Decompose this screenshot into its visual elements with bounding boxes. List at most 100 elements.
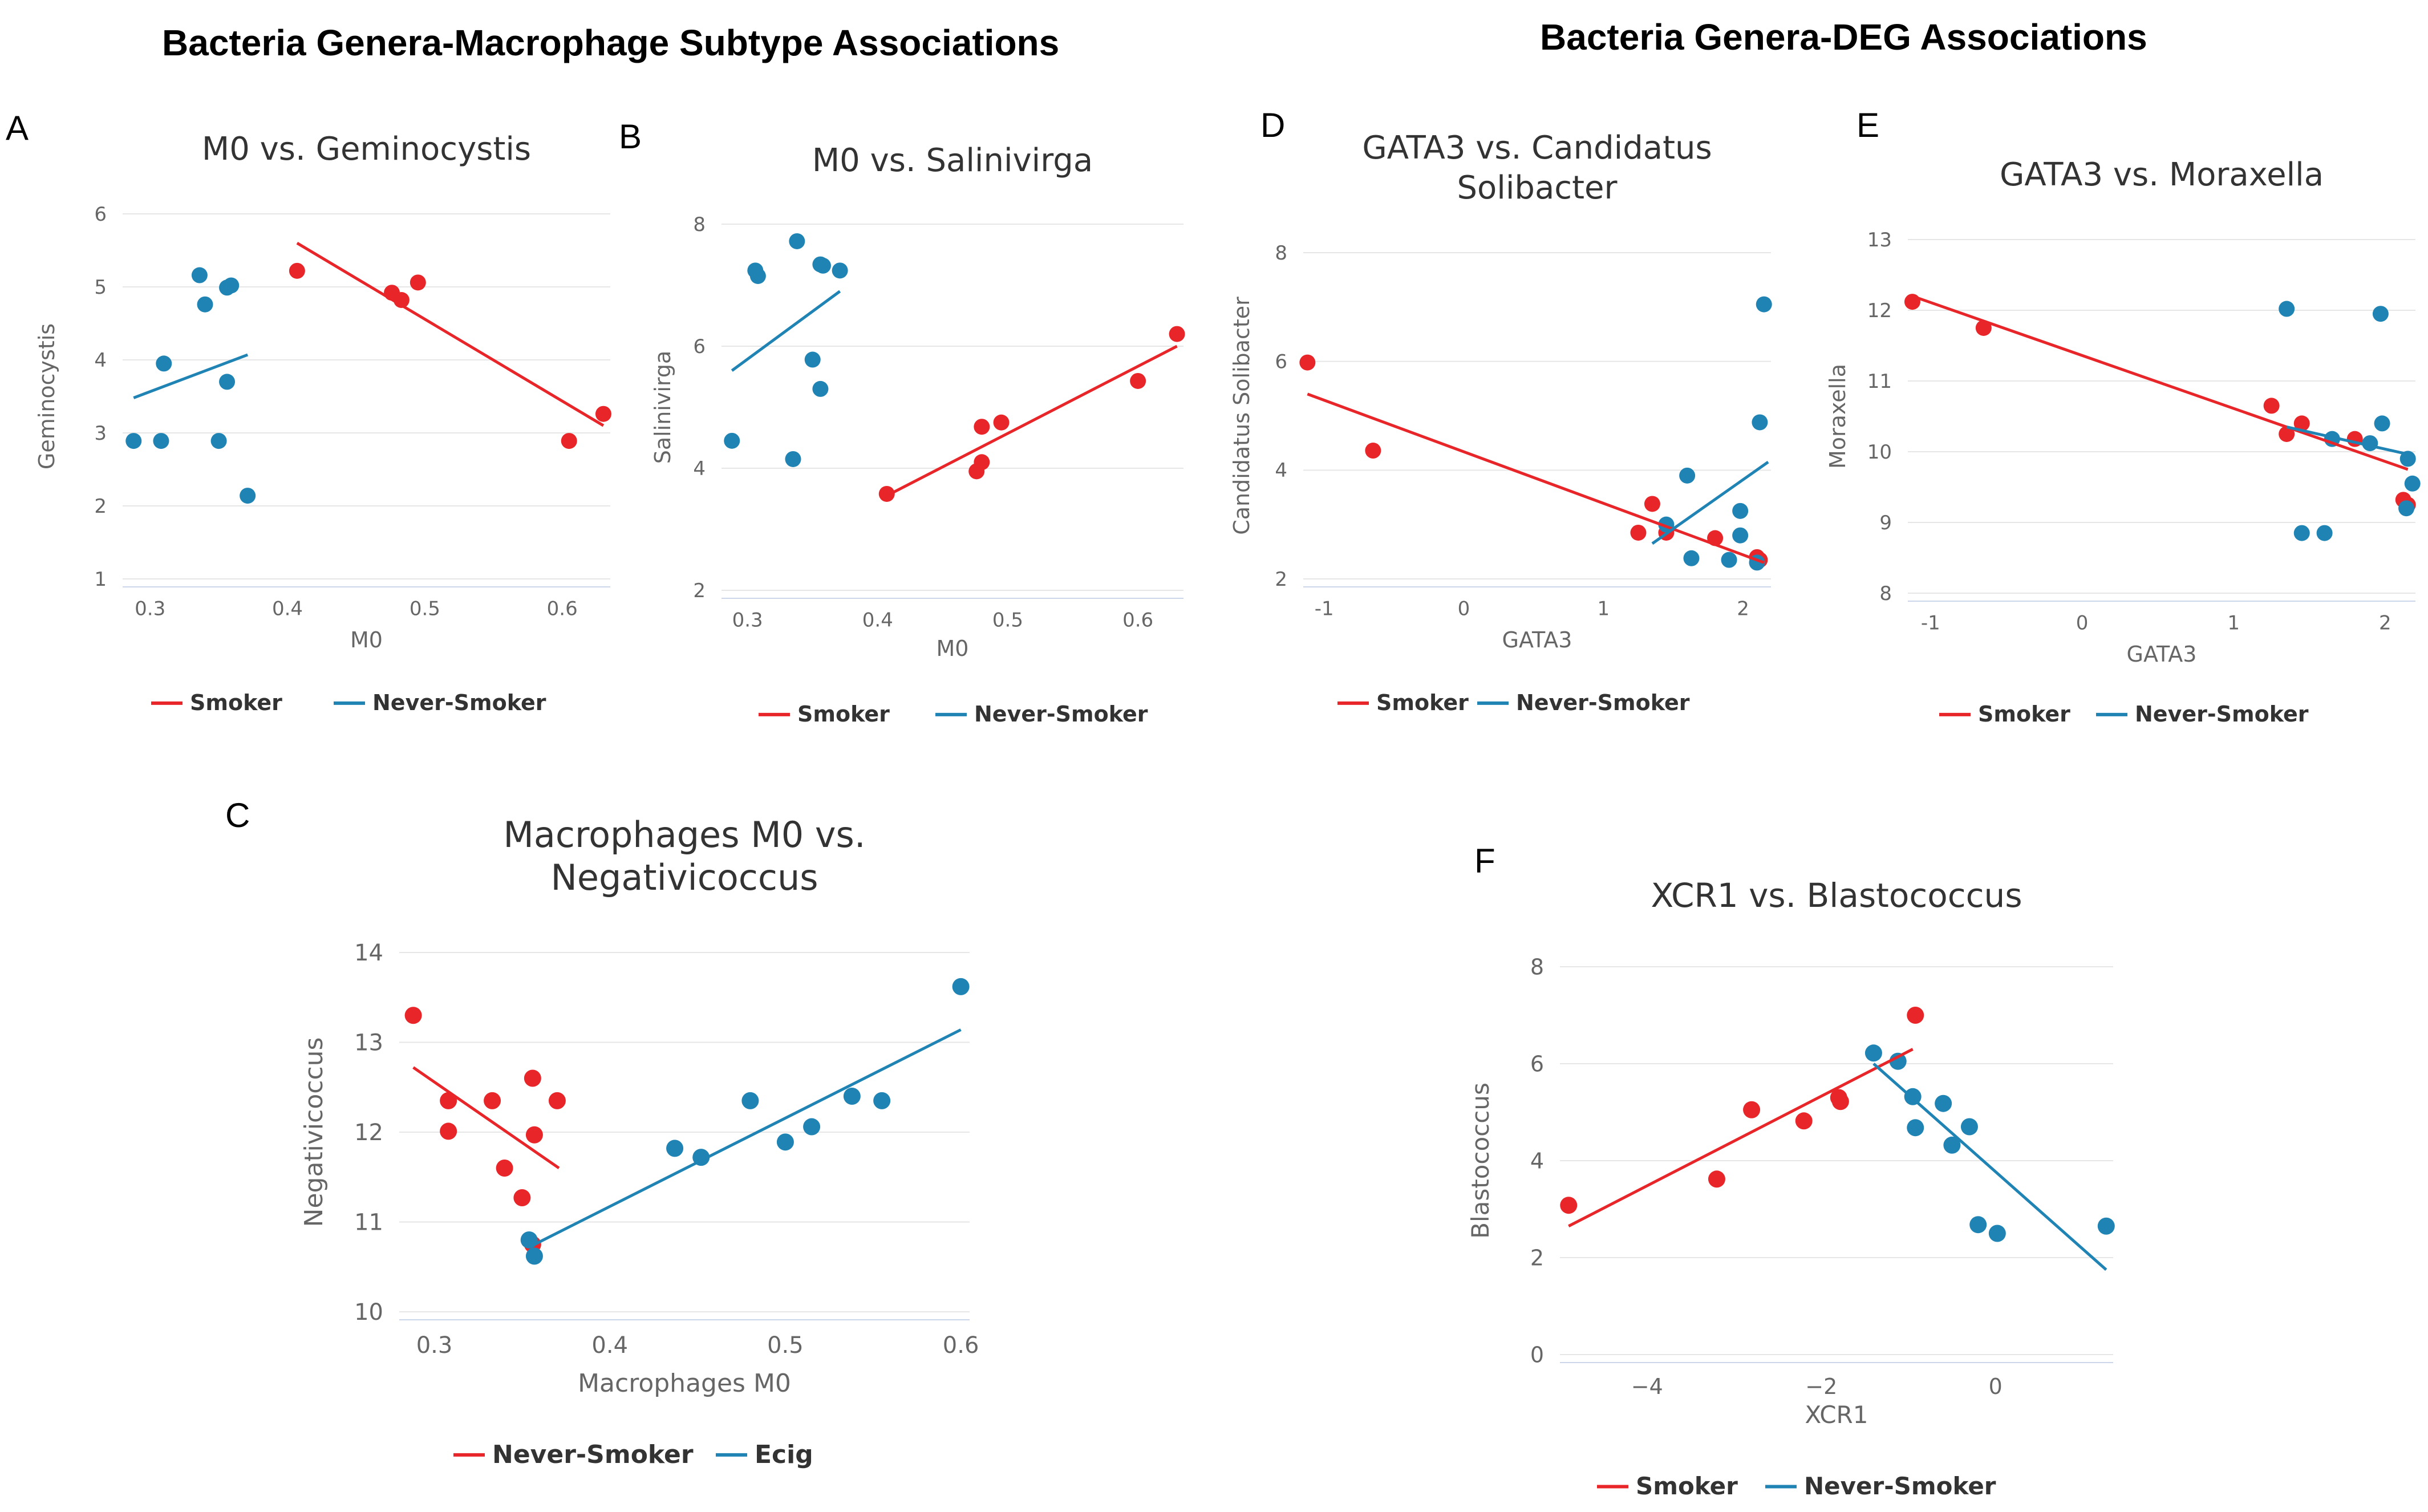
chart-f-point-blue[interactable] bbox=[1864, 1044, 1882, 1062]
chart-c-point-red[interactable] bbox=[513, 1189, 531, 1206]
chart-f-point-red[interactable] bbox=[1831, 1093, 1849, 1110]
chart-e-point-blue[interactable] bbox=[2316, 525, 2333, 541]
chart-c-point-red[interactable] bbox=[524, 1069, 541, 1087]
chart-e-point-blue[interactable] bbox=[2374, 415, 2390, 432]
chart-c-point-blue[interactable] bbox=[843, 1088, 861, 1105]
chart-f-point-red[interactable] bbox=[1560, 1197, 1578, 1214]
chart-e-point-blue[interactable] bbox=[2404, 475, 2421, 492]
chart-b-point-blue[interactable] bbox=[804, 351, 821, 368]
chart-e-point-blue[interactable] bbox=[2398, 500, 2415, 517]
chart-f-legend-label[interactable]: Smoker bbox=[1636, 1472, 1738, 1500]
chart-a-point-blue[interactable] bbox=[219, 374, 236, 390]
chart-e-xtick: 2 bbox=[2379, 611, 2391, 634]
chart-c-point-red[interactable] bbox=[404, 1007, 422, 1024]
chart-e-point-red[interactable] bbox=[2263, 398, 2280, 414]
chart-a-point-blue[interactable] bbox=[125, 433, 142, 449]
chart-b-point-red[interactable] bbox=[1169, 326, 1185, 342]
chart-c-point-blue[interactable] bbox=[803, 1118, 821, 1136]
chart-b-point-red[interactable] bbox=[993, 414, 1010, 431]
chart-d-point-blue[interactable] bbox=[1732, 527, 1749, 544]
chart-d-point-red[interactable] bbox=[1630, 524, 1647, 541]
chart-b-point-blue[interactable] bbox=[789, 233, 805, 249]
chart-d-point-red[interactable] bbox=[1365, 443, 1381, 459]
chart-c-point-blue[interactable] bbox=[525, 1247, 543, 1265]
chart-b-legend-label[interactable]: Smoker bbox=[797, 702, 890, 727]
chart-c-point-red[interactable] bbox=[484, 1092, 501, 1109]
chart-b-point-blue[interactable] bbox=[812, 380, 829, 397]
chart-d-point-red[interactable] bbox=[1299, 354, 1316, 371]
chart-f-point-blue[interactable] bbox=[1943, 1136, 1961, 1154]
chart-c-point-blue[interactable] bbox=[741, 1092, 759, 1109]
chart-f-point-blue[interactable] bbox=[1960, 1118, 1978, 1136]
chart-f-point-red[interactable] bbox=[1708, 1170, 1725, 1188]
chart-a-point-blue[interactable] bbox=[210, 433, 227, 449]
chart-d-point-blue[interactable] bbox=[1752, 414, 1768, 431]
chart-a-point-red[interactable] bbox=[595, 406, 611, 422]
chart-e-legend-label[interactable]: Smoker bbox=[1978, 702, 2070, 727]
chart-e-point-blue[interactable] bbox=[2279, 301, 2295, 317]
chart-c-legend-label[interactable]: Never-Smoker bbox=[492, 1440, 694, 1469]
chart-f-point-blue[interactable] bbox=[1889, 1052, 1907, 1070]
chart-e-point-red[interactable] bbox=[2279, 426, 2295, 442]
chart-f-point-blue[interactable] bbox=[1907, 1119, 1924, 1137]
chart-a-point-red[interactable] bbox=[561, 433, 577, 449]
chart-c-point-blue[interactable] bbox=[952, 978, 970, 995]
chart-b-point-red[interactable] bbox=[1130, 372, 1146, 389]
chart-a-legend-label[interactable]: Smoker bbox=[190, 690, 282, 715]
chart-b-point-blue[interactable] bbox=[749, 267, 766, 284]
chart-c-title: Negativicoccus bbox=[550, 857, 818, 898]
chart-c-point-blue[interactable] bbox=[776, 1133, 794, 1151]
chart-f-point-red[interactable] bbox=[1743, 1101, 1761, 1118]
chart-c-point-red[interactable] bbox=[548, 1092, 566, 1109]
chart-e-point-blue[interactable] bbox=[2372, 306, 2389, 322]
chart-c-point-red[interactable] bbox=[496, 1160, 513, 1177]
chart-f-legend-label[interactable]: Never-Smoker bbox=[1804, 1472, 1996, 1500]
chart-d-legend-label[interactable]: Smoker bbox=[1376, 690, 1469, 715]
chart-c-point-red[interactable] bbox=[440, 1092, 457, 1109]
chart-f-point-blue[interactable] bbox=[1935, 1095, 1952, 1112]
chart-f-point-red[interactable] bbox=[1907, 1007, 1924, 1024]
chart-d-point-red[interactable] bbox=[1644, 496, 1660, 512]
chart-c-point-red[interactable] bbox=[440, 1122, 457, 1140]
chart-a-point-blue[interactable] bbox=[191, 267, 208, 283]
chart-e-legend-label[interactable]: Never-Smoker bbox=[2135, 702, 2309, 727]
chart-a-point-blue[interactable] bbox=[156, 355, 172, 372]
chart-b-point-blue[interactable] bbox=[785, 451, 801, 467]
chart-a-point-red[interactable] bbox=[410, 274, 426, 291]
chart-b-point-blue[interactable] bbox=[832, 262, 848, 279]
chart-a-point-blue[interactable] bbox=[240, 488, 256, 504]
chart-d-ylabel: Candidatus Solibacter bbox=[1229, 297, 1254, 535]
chart-a-point-red[interactable] bbox=[289, 262, 305, 279]
chart-a-point-blue[interactable] bbox=[153, 433, 169, 449]
chart-b-legend-label[interactable]: Never-Smoker bbox=[974, 702, 1148, 727]
chart-e-point-red[interactable] bbox=[2293, 415, 2310, 432]
chart-b-point-blue[interactable] bbox=[814, 257, 831, 274]
chart-c-legend-label[interactable]: Ecig bbox=[755, 1440, 813, 1469]
chart-a-legend-label[interactable]: Never-Smoker bbox=[372, 690, 546, 715]
chart-d-point-blue[interactable] bbox=[1721, 552, 1737, 568]
chart-d-point-blue[interactable] bbox=[1732, 502, 1749, 519]
chart-c-point-blue[interactable] bbox=[666, 1140, 684, 1157]
chart-e-xlabel: GATA3 bbox=[2127, 642, 2197, 667]
chart-b-point-blue[interactable] bbox=[724, 432, 740, 449]
chart-b-point-red[interactable] bbox=[974, 419, 990, 435]
chart-d-point-blue[interactable] bbox=[1756, 296, 1772, 313]
chart-f-point-blue[interactable] bbox=[1988, 1225, 2006, 1242]
chart-f-point-blue[interactable] bbox=[2097, 1217, 2115, 1235]
chart-a-point-blue[interactable] bbox=[223, 277, 240, 294]
chart-d-point-blue[interactable] bbox=[1683, 550, 1700, 566]
chart-c-point-blue[interactable] bbox=[873, 1092, 891, 1109]
chart-b-point-red[interactable] bbox=[878, 485, 895, 502]
chart-d-ytick: 8 bbox=[1275, 242, 1287, 265]
chart-e-point-red[interactable] bbox=[1975, 320, 1992, 336]
chart-f-point-blue[interactable] bbox=[1969, 1216, 1987, 1234]
chart-c-point-red[interactable] bbox=[525, 1126, 543, 1144]
chart-b-fit-line-blue bbox=[731, 290, 841, 372]
chart-a-point-blue[interactable] bbox=[197, 296, 213, 313]
chart-b-point-red[interactable] bbox=[974, 454, 990, 471]
chart-f-point-red[interactable] bbox=[1795, 1112, 1813, 1130]
chart-d-legend-label[interactable]: Never-Smoker bbox=[1516, 690, 1690, 715]
chart-e-point-blue[interactable] bbox=[2293, 525, 2310, 541]
chart-d-point-blue[interactable] bbox=[1679, 467, 1696, 484]
